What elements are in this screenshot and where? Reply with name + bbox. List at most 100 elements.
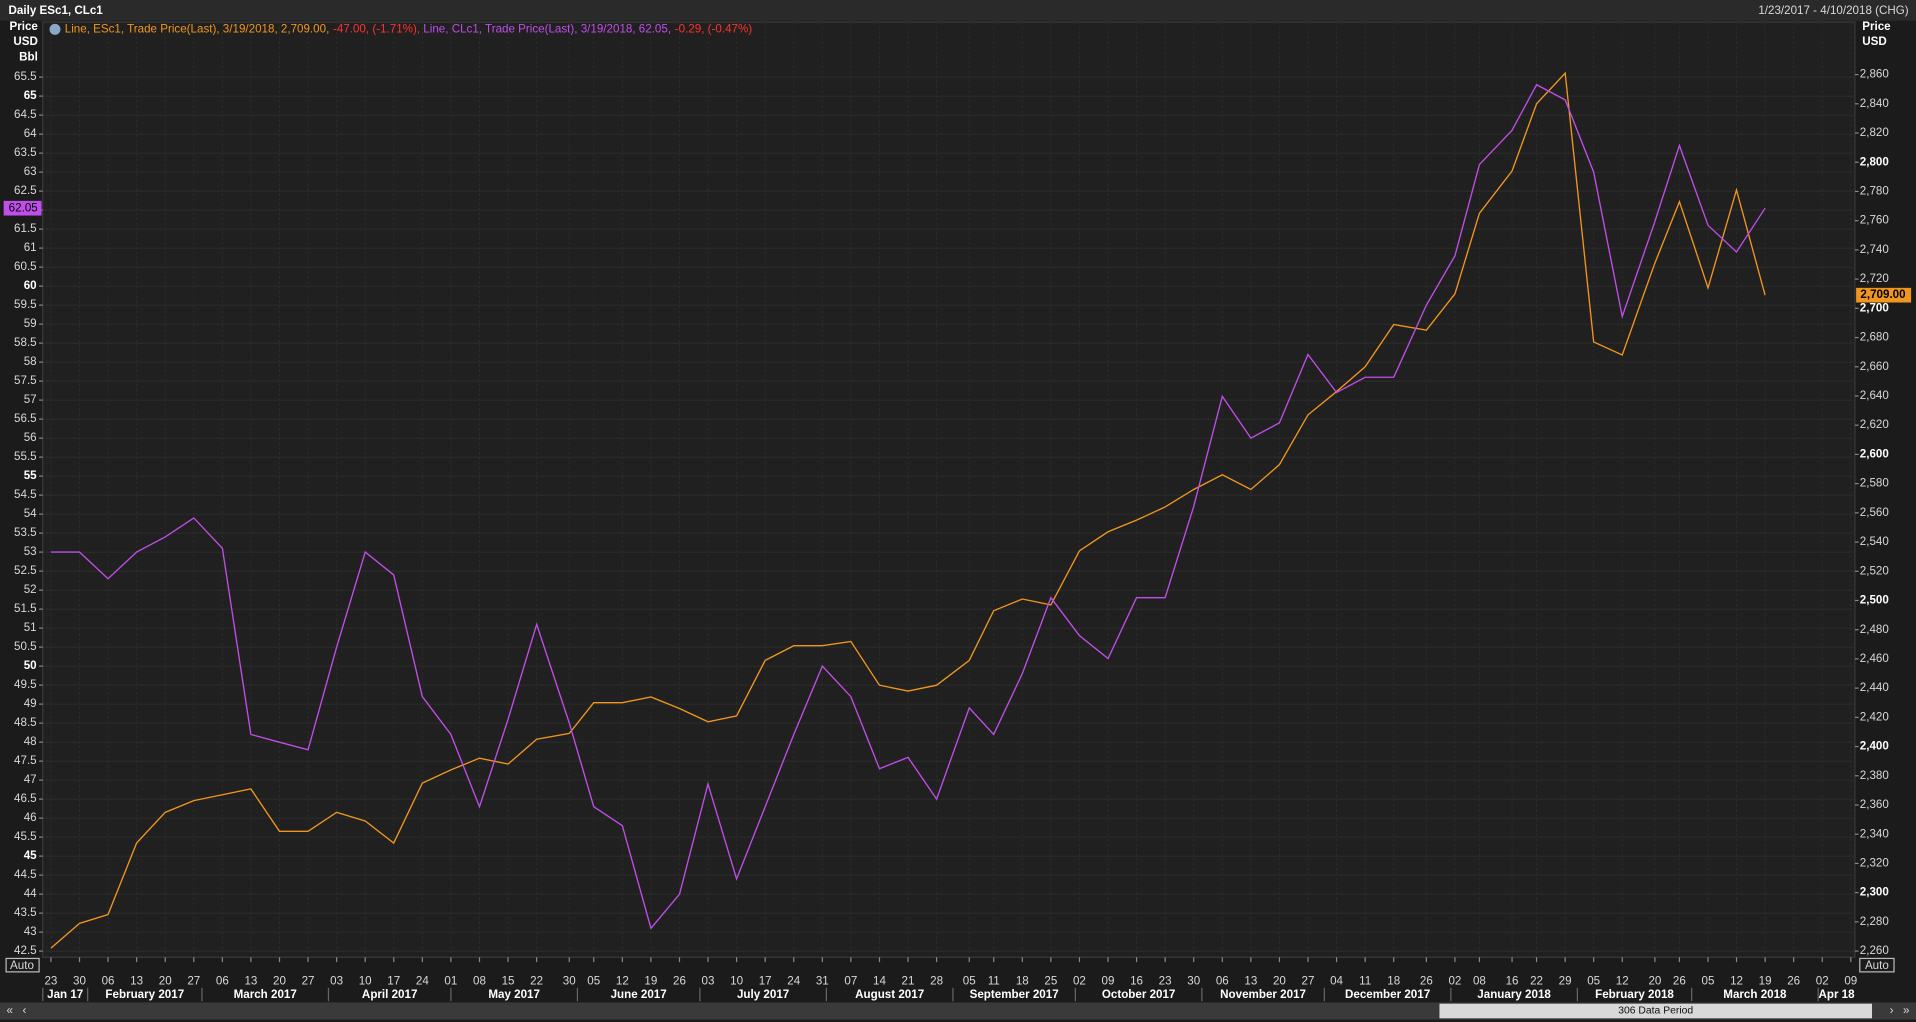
y-axis-title: USD <box>13 35 38 48</box>
y-tick-label: 54.5 <box>14 488 37 501</box>
auto-button[interactable] <box>1859 957 1895 973</box>
legend: Line, ESc1, Trade Price(Last), 3/19/2018… <box>65 22 753 35</box>
y-tick-label: 50.5 <box>14 640 37 653</box>
y-tick-label: 56.5 <box>14 412 37 425</box>
x-tick-label: 17 <box>759 975 772 988</box>
month-label: November 2017 <box>1220 988 1306 1001</box>
y2-tick-label: 2,280 <box>1860 915 1889 928</box>
x-tick-label: 18 <box>1016 975 1029 988</box>
x-tick-label: 27 <box>187 975 200 988</box>
auto-button[interactable] <box>5 957 40 973</box>
x-tick-label: 17 <box>387 975 400 988</box>
y2-tick-label: 2,300 <box>1860 886 1889 899</box>
x-tick-label: 03 <box>330 975 343 988</box>
y2-tick-label: 2,380 <box>1860 769 1889 782</box>
last-value-tag <box>3 200 42 216</box>
x-tick-label: 19 <box>644 975 657 988</box>
y-tick-label: 44.5 <box>14 868 37 881</box>
x-tick-label: 24 <box>787 975 800 988</box>
y-tick-label: 53 <box>24 545 37 558</box>
scroll-right[interactable]: » <box>1903 1004 1909 1017</box>
y2-axis-title: Price <box>1862 20 1891 33</box>
y-tick-label: 49.5 <box>14 678 37 691</box>
y-tick-label: 48 <box>24 735 37 748</box>
month-label: September 2017 <box>970 988 1059 1001</box>
date-range: 1/23/2017 - 4/10/2018 (CHG) <box>1758 4 1908 17</box>
x-tick-label: 22 <box>530 975 543 988</box>
y-tick-label: 59 <box>24 317 37 330</box>
y2-tick-label: 2,620 <box>1860 418 1889 431</box>
y2-tick-label: 2,400 <box>1860 740 1889 753</box>
y-tick-label: 45 <box>24 849 37 862</box>
scroll-right[interactable]: › <box>1890 1004 1894 1017</box>
last-value-tag <box>1856 287 1912 303</box>
x-tick-label: 12 <box>616 975 629 988</box>
x-tick-label: 07 <box>844 975 857 988</box>
x-tick-label: 27 <box>1302 975 1315 988</box>
y2-tick-label: 2,360 <box>1860 798 1889 811</box>
y2-tick-label: 2,760 <box>1860 214 1889 227</box>
x-tick-label: 16 <box>1506 975 1519 988</box>
y2-tick-label: 2,700 <box>1860 301 1889 314</box>
x-tick-label: 23 <box>1159 975 1172 988</box>
y-tick-label: 43.5 <box>14 906 37 919</box>
x-tick-label: 30 <box>1187 975 1200 988</box>
y-tick-label: 62.5 <box>14 184 37 197</box>
y-tick-label: 43 <box>24 925 37 938</box>
auto-label[interactable]: Auto <box>1865 959 1889 972</box>
scroll-thumb[interactable] <box>1439 1003 1873 1019</box>
x-tick-label: 20 <box>1648 975 1661 988</box>
scroll-left[interactable]: ‹ <box>23 1004 27 1017</box>
x-tick-label: 29 <box>1559 975 1572 988</box>
y-tick-label: 63 <box>24 165 37 178</box>
y-axis-title: Price <box>9 20 38 33</box>
y2-tick-label: 2,680 <box>1860 331 1889 344</box>
x-tick-label: 16 <box>1130 975 1143 988</box>
x-tick-label: 09 <box>1102 975 1115 988</box>
y2-tick-label: 2,740 <box>1860 243 1889 256</box>
y-tick-label: 57 <box>24 393 37 406</box>
month-label: Jan 17 <box>47 988 83 1001</box>
month-label: February 2018 <box>1595 988 1674 1001</box>
y-tick-label: 56 <box>24 431 37 444</box>
scrollbar[interactable] <box>0 1002 1916 1020</box>
y-tick-label: 50 <box>24 659 37 672</box>
y-tick-label: 47 <box>24 773 37 786</box>
x-tick-label: 28 <box>930 975 943 988</box>
y-tick-label: 57.5 <box>14 374 37 387</box>
y-tick-label: 60 <box>24 279 37 292</box>
y-tick-label: 60.5 <box>14 260 37 273</box>
y2-tick-label: 2,540 <box>1860 535 1889 548</box>
y-tick-label: 51 <box>24 621 37 634</box>
y2-tick-label: 2,520 <box>1860 564 1889 577</box>
x-tick-label: 12 <box>1616 975 1629 988</box>
y-tick-label: 61 <box>24 241 37 254</box>
legend-icon[interactable] <box>49 23 61 35</box>
last-value-label: 62.05 <box>9 201 38 214</box>
x-tick-label: 13 <box>244 975 257 988</box>
x-tick-label: 02 <box>1816 975 1829 988</box>
month-label: October 2017 <box>1102 988 1176 1001</box>
auto-label[interactable]: Auto <box>10 959 34 972</box>
x-tick-label: 20 <box>273 975 286 988</box>
x-tick-label: 08 <box>473 975 486 988</box>
month-label: July 2017 <box>737 988 789 1001</box>
y-tick-label: 58.5 <box>14 336 37 349</box>
month-label: March 2017 <box>234 988 297 1001</box>
y2-tick-label: 2,720 <box>1860 272 1889 285</box>
x-tick-label: 13 <box>1244 975 1257 988</box>
scroll-left[interactable]: « <box>7 1004 13 1017</box>
month-label: August 2017 <box>855 988 924 1001</box>
x-tick-label: 26 <box>1673 975 1686 988</box>
chart-title: Daily ESc1, CLc1 <box>9 4 104 17</box>
x-tick-label: 05 <box>1587 975 1600 988</box>
y2-tick-label: 2,340 <box>1860 827 1889 840</box>
data-period: 306 Data Period <box>1618 1006 1693 1017</box>
y2-axis-title: USD <box>1862 35 1887 48</box>
y2-tick-label: 2,480 <box>1860 623 1889 636</box>
y-tick-label: 47.5 <box>14 754 37 767</box>
y-tick-label: 45.5 <box>14 830 37 843</box>
x-tick-label: 03 <box>702 975 715 988</box>
x-tick-label: 14 <box>873 975 886 988</box>
